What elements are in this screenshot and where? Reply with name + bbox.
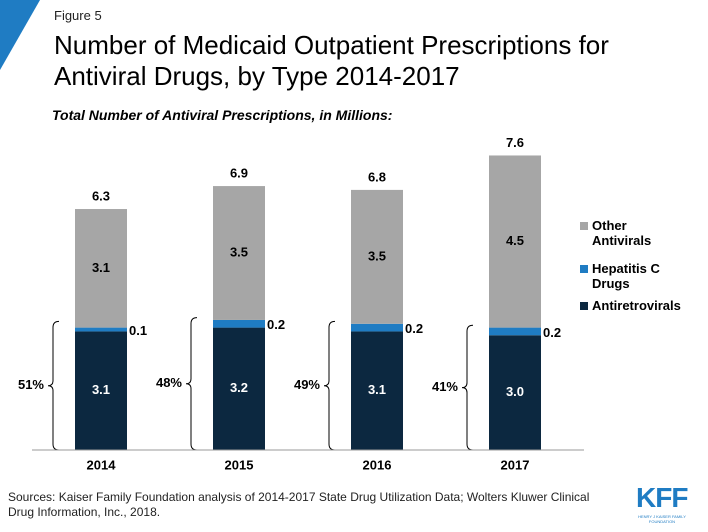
data-label: 3.1: [92, 382, 110, 397]
bar-segment: [75, 209, 127, 328]
bar-segment: [213, 319, 265, 328]
data-label: 3.1: [92, 260, 110, 275]
share-label: 41%: [432, 379, 458, 394]
share-label: 49%: [294, 377, 320, 392]
data-label: 3.2: [230, 380, 248, 395]
total-label: 6.3: [92, 188, 110, 203]
legend-swatch: [580, 265, 588, 273]
x-tick-label: 2015: [225, 457, 254, 472]
bar-segment: [351, 323, 403, 332]
data-label: 3.5: [230, 244, 248, 259]
total-label: 7.6: [506, 135, 524, 150]
bar-segment: [213, 327, 265, 450]
legend-label: Hepatitis C Drugs: [592, 261, 660, 291]
bracket: [323, 320, 336, 451]
corner-accent: [0, 0, 40, 70]
share-label: 48%: [156, 375, 182, 390]
bar-segment: [75, 331, 127, 450]
data-label: 0.2: [405, 321, 423, 336]
data-label: 3.5: [368, 248, 386, 263]
bar-segment: [351, 189, 403, 324]
legend-swatch: [580, 222, 588, 230]
x-tick-label: 2017: [501, 457, 530, 472]
figure-label: Figure 5: [54, 8, 102, 23]
legend-label: Antiretrovirals: [592, 298, 681, 313]
logo-caption: HENRY J KAISER FAMILY FOUNDATION: [638, 514, 686, 524]
bar-segment: [75, 327, 127, 332]
data-label: 0.2: [543, 325, 561, 340]
bracket: [185, 317, 198, 451]
data-label: 4.5: [506, 233, 524, 248]
data-label: 0.1: [129, 323, 147, 338]
bar-segment: [489, 335, 541, 450]
source-note: Sources: Kaiser Family Foundation analys…: [8, 490, 590, 519]
bracket: [47, 320, 60, 451]
data-label: 0.2: [267, 317, 285, 332]
data-label: 3.0: [506, 384, 524, 399]
x-tick-label: 2014: [87, 457, 117, 472]
share-label: 51%: [18, 377, 44, 392]
total-label: 6.8: [368, 169, 386, 184]
bar-segment: [489, 327, 541, 336]
legend-swatch: [580, 302, 588, 310]
total-label: 6.9: [230, 166, 248, 181]
x-tick-label: 2016: [363, 457, 392, 472]
bracket: [461, 324, 474, 451]
legend-label: Other Antivirals: [592, 218, 652, 248]
data-label: 3.1: [368, 382, 386, 397]
bar-segment: [351, 331, 403, 450]
logo: KFF: [636, 482, 688, 513]
bar-segment: [489, 155, 541, 328]
chart-title: Number of Medicaid Outpatient Prescripti…: [54, 30, 609, 91]
chart-subtitle: Total Number of Antiviral Prescriptions,…: [52, 107, 393, 123]
bar-segment: [213, 186, 265, 320]
